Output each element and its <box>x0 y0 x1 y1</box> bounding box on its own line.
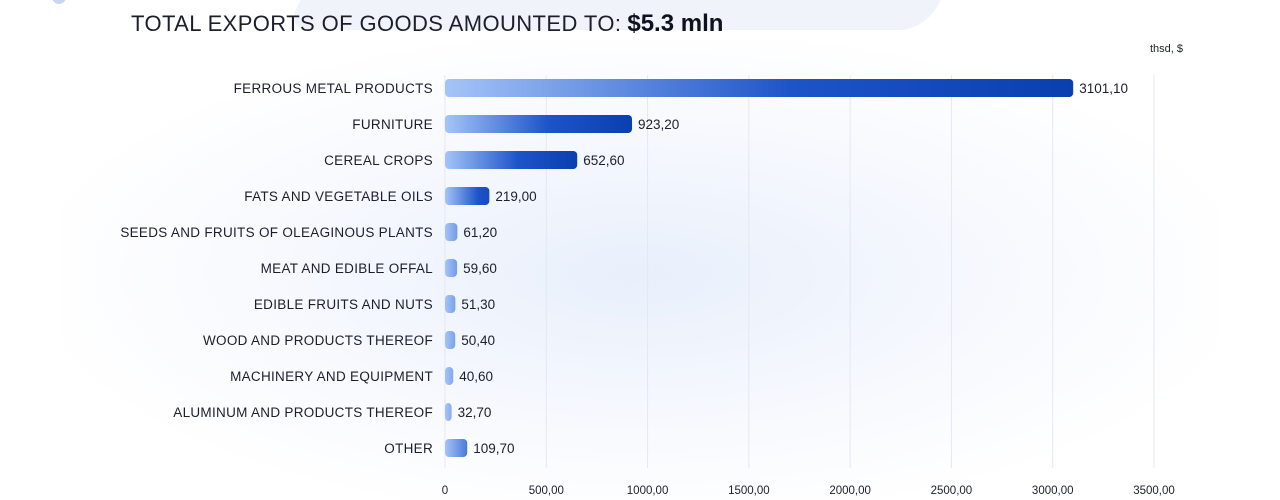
bar <box>445 79 1074 97</box>
bar <box>445 151 578 169</box>
bar <box>445 259 458 277</box>
category-label: CEREAL CROPS <box>324 153 433 168</box>
category-label: FURNITURE <box>352 117 433 132</box>
x-tick-label: 1000,00 <box>627 485 669 497</box>
category-label: FERROUS METAL PRODUCTS <box>234 81 433 96</box>
bar <box>445 295 456 313</box>
bar <box>445 439 468 457</box>
category-label: FATS AND VEGETABLE OILS <box>244 189 433 204</box>
category-label: MEAT AND EDIBLE OFFAL <box>261 261 434 276</box>
value-label: 32,70 <box>458 405 492 420</box>
x-tick-label: 3000,00 <box>1032 485 1074 497</box>
chart-title: TOTAL EXPORTS OF GOODS AMOUNTED TO: $5.3 … <box>131 10 723 38</box>
category-label: WOOD AND PRODUCTS THEREOF <box>203 333 433 348</box>
value-label: 50,40 <box>461 333 495 348</box>
value-label: 219,00 <box>495 189 536 204</box>
category-label: SEEDS AND FRUITS OF OLEAGINOUS PLANTS <box>120 225 433 240</box>
bars <box>445 79 1074 457</box>
bar <box>445 331 456 349</box>
value-labels: 3101,10 923,20 652,60 219,00 61,20 59,60 51,30… <box>458 81 1128 456</box>
x-tick-label: 0 <box>442 485 448 497</box>
value-label: 3101,10 <box>1079 81 1128 96</box>
grid-lines <box>444 75 1155 468</box>
title-amount: $5.3 mln <box>627 10 724 37</box>
category-labels: FERROUS METAL PRODUCTS FURNITURE CEREAL CR… <box>120 81 433 456</box>
x-tick-label: 2500,00 <box>931 485 973 497</box>
title-prefix: TOTAL EXPORTS OF GOODS AMOUNTED TO: <box>131 11 622 36</box>
x-tick-label: 1500,00 <box>728 485 770 497</box>
category-label: MACHINERY AND EQUIPMENT <box>230 369 433 384</box>
value-label: 40,60 <box>459 369 493 384</box>
category-label: OTHER <box>384 441 433 456</box>
bar <box>445 115 633 133</box>
background-glow <box>60 40 1220 500</box>
x-tick-label: 3500,00 <box>1133 485 1175 497</box>
value-label: 51,30 <box>461 297 495 312</box>
value-label: 109,70 <box>473 441 514 456</box>
category-label: EDIBLE FRUITS AND NUTS <box>254 297 433 312</box>
x-tick-label: 500,00 <box>529 485 564 497</box>
category-label: ALUMINUM AND PRODUCTS THEREOF <box>173 405 433 420</box>
value-label: 59,60 <box>463 261 497 276</box>
x-tick-label: 2000,00 <box>829 485 871 497</box>
bar <box>445 223 458 241</box>
bar <box>445 367 454 385</box>
value-label: 652,60 <box>583 153 624 168</box>
bar <box>445 187 490 205</box>
unit-label: thsd, $ <box>1150 43 1184 55</box>
x-axis-ticks: 0 500,00 1000,00 1500,00 2000,00 2500,00 3000,… <box>442 485 1175 497</box>
value-label: 923,20 <box>638 117 679 132</box>
logo-icon <box>52 0 66 4</box>
bar <box>445 403 452 421</box>
value-label: 61,20 <box>463 225 497 240</box>
